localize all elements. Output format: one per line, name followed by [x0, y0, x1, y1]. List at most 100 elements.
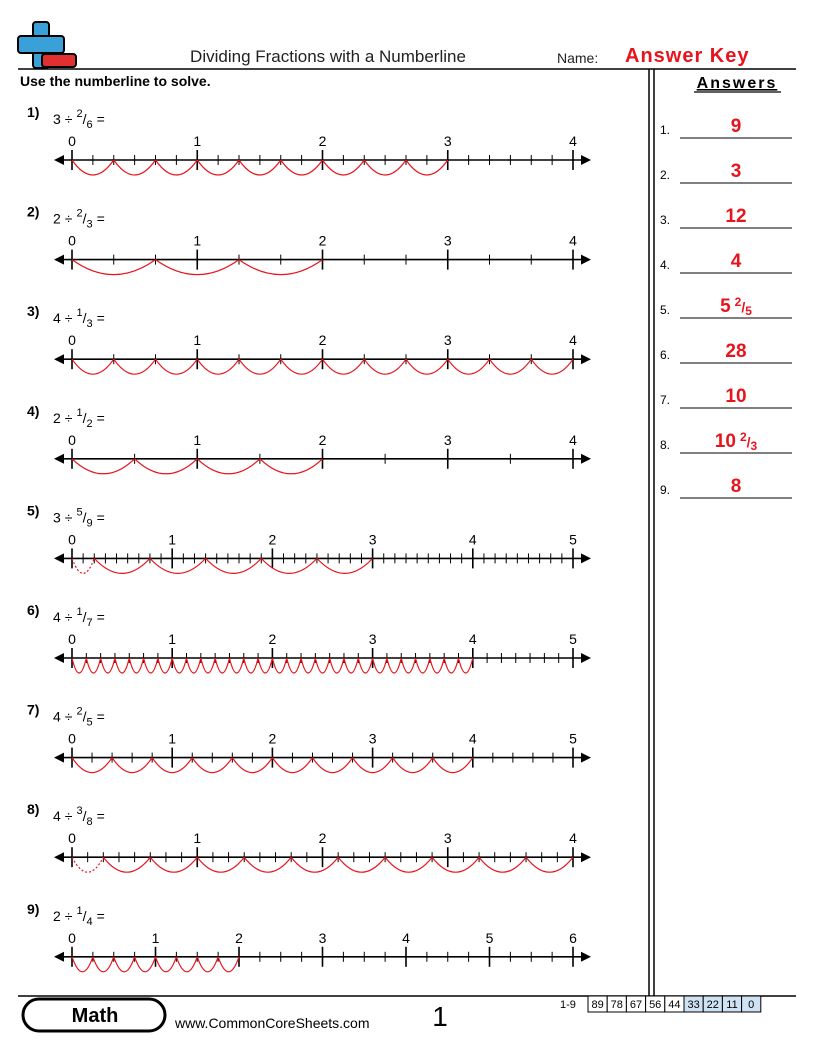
expression: 4 ÷ 1/3 = [53, 307, 105, 330]
logo [17, 21, 77, 69]
problem-number: 3) [27, 303, 39, 319]
expression: 4 ÷ 3/8 = [53, 805, 105, 828]
score-box [741, 995, 762, 1013]
fraction-bar: / [83, 111, 87, 127]
answer-whole: 10 [715, 431, 736, 452]
problem-number: 8) [27, 801, 39, 817]
answer-whole: 10 [725, 386, 746, 407]
dividend: 3 [53, 111, 61, 127]
jump-arc [71, 657, 87, 674]
jump-arc [100, 657, 116, 674]
numberline-label: 1 [152, 930, 160, 946]
jump-arc [113, 159, 156, 176]
jump-arc [155, 358, 198, 375]
denominator: 7 [87, 617, 93, 629]
numberline-label: 4 [469, 531, 477, 547]
numberline-label: 2 [269, 731, 277, 747]
numberline-label: 4 [569, 133, 577, 149]
problem-number: 2) [27, 204, 39, 220]
jump-arc [243, 657, 259, 674]
operator: ÷ [65, 310, 73, 326]
jump-arc [457, 657, 474, 674]
jump-arc [149, 856, 198, 873]
jump-arc [155, 259, 240, 276]
numberline-label: 3 [444, 233, 452, 249]
numberline-label: 1 [193, 233, 201, 249]
jump-arc [71, 956, 94, 973]
dividend: 2 [53, 211, 61, 227]
jump-arc [157, 657, 173, 674]
answer: 5 2/5 [720, 295, 752, 318]
jump-arc [191, 757, 233, 774]
numberline-label: 4 [469, 631, 477, 647]
numberline-label: 0 [68, 830, 76, 846]
numberline-label: 4 [569, 830, 577, 846]
jump-arc [343, 657, 359, 674]
problem-number: 6) [27, 602, 39, 618]
denominator: 8 [87, 816, 93, 828]
numberline-label: 0 [68, 432, 76, 448]
problem: 8) 4 ÷ 3/8 =0 1 2 3 4 [27, 801, 591, 873]
problem: 4) 2 ÷ 1/2 =0 1 2 3 4 [27, 403, 591, 475]
equals: = [97, 410, 105, 426]
numberline-label: 0 [68, 233, 76, 249]
score: 56 [649, 999, 661, 1011]
numberline-label: 2 [319, 332, 327, 348]
arrow [54, 951, 64, 962]
jump-arc [93, 557, 151, 574]
jump-arc [71, 358, 115, 375]
jump-arc [363, 358, 407, 375]
jump-arc [92, 956, 115, 973]
fraction-bar: / [83, 410, 87, 426]
arrow [54, 155, 64, 165]
title: Dividing Fractions with a Numberline [190, 47, 466, 66]
dividend: 2 [53, 908, 61, 924]
jump-arc [530, 358, 574, 375]
arrow [581, 653, 591, 663]
equals: = [97, 908, 105, 924]
jump-arc [217, 956, 240, 973]
numberline-label: 1 [168, 531, 176, 547]
denominator: 4 [87, 916, 93, 928]
numerator: 2 [76, 108, 82, 120]
numerator: 5 [76, 506, 82, 518]
numberline-label: 3 [319, 930, 327, 946]
jump-arc [363, 159, 407, 176]
numberline-label: 2 [269, 531, 277, 547]
jump-arc [175, 956, 198, 973]
numberline-label: 4 [569, 233, 577, 249]
arrow [581, 155, 591, 165]
jump-arc [151, 757, 193, 774]
numberline-label: 1 [168, 631, 176, 647]
jump-arc [111, 757, 153, 774]
numberline-label: 0 [68, 133, 76, 149]
answer-whole: 4 [731, 251, 742, 272]
score: 0 [748, 999, 754, 1011]
numberline-label: 0 [68, 731, 76, 747]
jump-arc [384, 856, 433, 873]
numberline-label: 4 [469, 731, 477, 747]
answer-whole: 3 [731, 161, 742, 182]
jump-arc [525, 856, 574, 873]
answer-label: 1. [660, 123, 670, 137]
arrow [54, 852, 64, 863]
jump-arc [280, 159, 323, 176]
fraction-bar: / [83, 310, 87, 326]
jump-arc [113, 358, 156, 375]
jump-arc [322, 358, 365, 375]
numberline-label: 2 [319, 432, 327, 448]
jump-arc [414, 657, 431, 674]
arrow [581, 951, 591, 962]
numberline-label: 2 [319, 830, 327, 846]
numberline-label: 0 [68, 531, 76, 547]
jump-arc [214, 657, 231, 674]
expression: 2 ÷ 1/2 = [53, 407, 105, 430]
answer-whole: 9 [731, 116, 742, 137]
answer-label: 7. [660, 393, 670, 407]
jump-arc [271, 657, 288, 674]
jump-arc [185, 657, 202, 674]
jump-arc [113, 956, 136, 973]
answer-whole: 12 [725, 206, 746, 227]
arrow [54, 254, 64, 265]
